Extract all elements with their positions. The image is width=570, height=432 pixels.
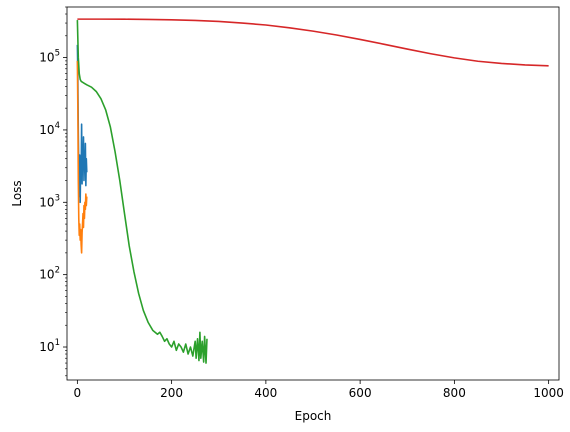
- x-tick-label: 200: [160, 386, 183, 400]
- series-line-4: [77, 18, 549, 67]
- x-axis-label: Epoch: [295, 409, 332, 423]
- x-tick-label: 400: [254, 386, 277, 400]
- plot-frame: [66, 6, 560, 381]
- y-tick-label: 102: [39, 266, 60, 282]
- y-tick-label: 104: [39, 121, 60, 137]
- x-tick-label: 1000: [533, 386, 564, 400]
- x-tick-label: 800: [443, 386, 466, 400]
- x-axis: 0 200 400 600 800 1000: [74, 380, 564, 400]
- series-line-2: [76, 60, 88, 254]
- y-tick-label: 101: [39, 338, 60, 354]
- y-axis-label: Loss: [10, 180, 24, 206]
- y-axis: 101 102 103 104 105: [39, 6, 67, 377]
- x-tick-label: 0: [74, 386, 82, 400]
- series-layer: [76, 18, 549, 364]
- y-tick-label: 103: [39, 193, 60, 209]
- series-line-3: [76, 20, 208, 364]
- y-tick-label: 105: [39, 49, 60, 65]
- x-tick-label: 600: [349, 386, 372, 400]
